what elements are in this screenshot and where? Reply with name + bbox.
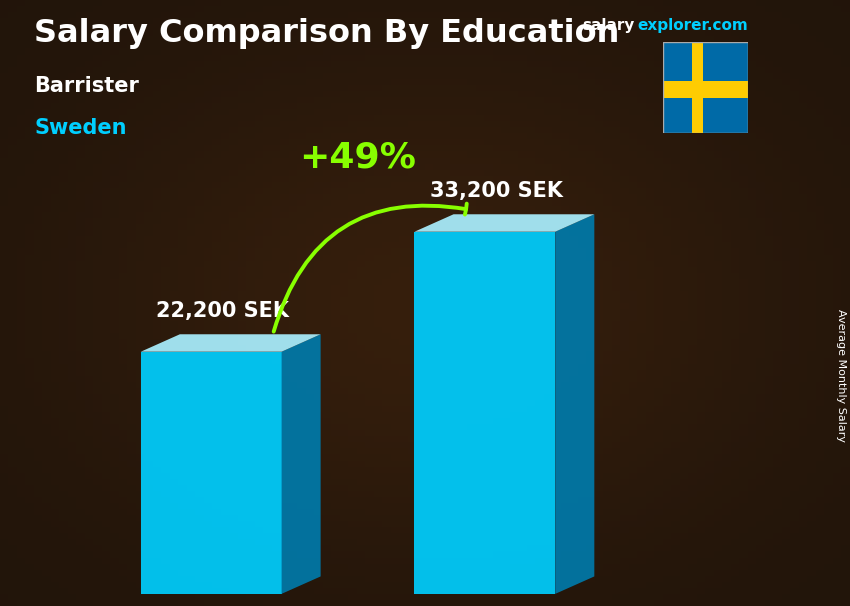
Polygon shape: [141, 351, 281, 594]
Text: salary: salary: [582, 18, 635, 33]
Text: Barrister: Barrister: [34, 76, 139, 96]
Text: Salary Comparison By Education: Salary Comparison By Education: [34, 18, 620, 49]
Polygon shape: [663, 42, 748, 133]
Polygon shape: [415, 215, 594, 231]
Text: 33,200 SEK: 33,200 SEK: [430, 181, 563, 201]
Text: Average Monthly Salary: Average Monthly Salary: [836, 309, 846, 442]
Polygon shape: [281, 335, 320, 594]
Polygon shape: [555, 215, 594, 594]
Text: explorer.com: explorer.com: [638, 18, 748, 33]
Polygon shape: [415, 231, 555, 594]
Polygon shape: [141, 335, 320, 351]
Polygon shape: [692, 42, 703, 133]
Text: +49%: +49%: [299, 141, 416, 175]
Text: 22,200 SEK: 22,200 SEK: [156, 301, 289, 321]
Polygon shape: [663, 81, 748, 98]
Text: Sweden: Sweden: [34, 118, 127, 138]
